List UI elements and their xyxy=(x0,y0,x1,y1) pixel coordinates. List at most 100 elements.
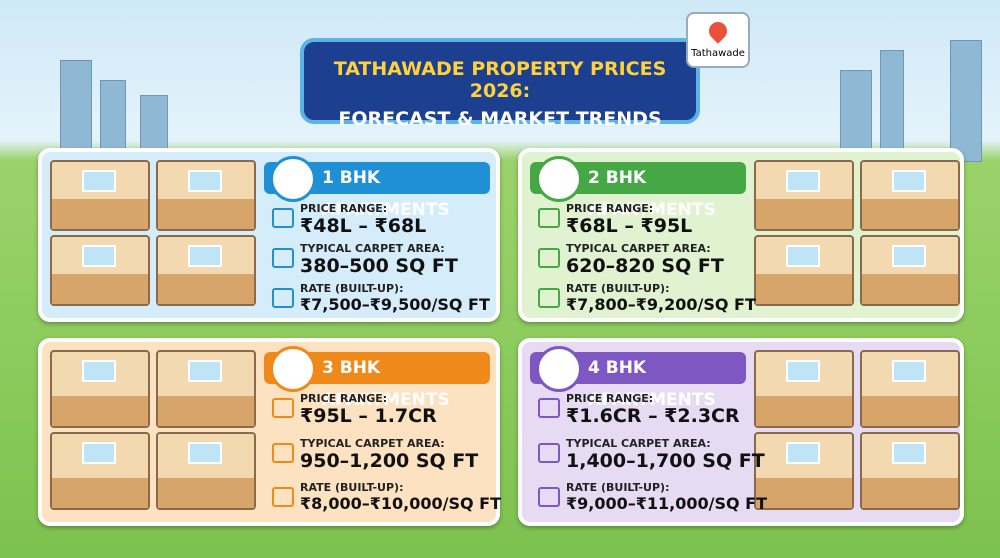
room-window xyxy=(892,170,926,192)
room-window xyxy=(188,245,222,267)
row-icon xyxy=(538,248,560,268)
row-icon xyxy=(272,398,294,418)
row-icon xyxy=(538,398,560,418)
building-icon xyxy=(536,346,582,392)
location-tag: Tathawade xyxy=(686,12,750,68)
title-banner: TATHAWADE PROPERTY PRICES 2026: FORECAST… xyxy=(300,38,700,130)
row-label: PRICE RANGE: xyxy=(566,202,654,215)
building-icon xyxy=(270,156,316,202)
row-icon xyxy=(538,208,560,228)
room-illustration xyxy=(156,432,256,510)
room-illustration xyxy=(754,235,854,306)
price-card: 3 BHK APARTMENTS PRICE RANGE: ₹95L – 1.7CR… xyxy=(38,338,501,526)
row-value: ₹1.6CR – ₹2.3CR xyxy=(566,405,740,427)
row-value: ₹95L – 1.7CR xyxy=(300,405,437,427)
room-floor xyxy=(158,478,254,508)
room-window xyxy=(786,360,820,382)
room-floor xyxy=(52,199,148,229)
room-illustration xyxy=(50,432,150,510)
row-icon xyxy=(538,487,560,508)
card-heading-bar: 3 BHK APARTMENTS xyxy=(264,346,490,410)
building xyxy=(880,50,904,162)
row-value: ₹7,500–₹9,500/SQ FT xyxy=(300,295,490,314)
row-label: TYPICAL CARPET AREA: xyxy=(566,242,711,255)
room-floor xyxy=(52,396,148,426)
room-floor xyxy=(158,199,254,229)
room-window xyxy=(82,360,116,382)
card-heading-bar: 4 BHK APARTMENTS xyxy=(530,346,746,410)
row-icon xyxy=(272,487,294,508)
room-floor xyxy=(756,478,852,508)
room-floor xyxy=(862,478,958,508)
room-floor xyxy=(756,396,852,426)
card-heading-bar: 2 BHK APARTMENTS xyxy=(530,156,746,220)
room-floor xyxy=(862,199,958,229)
room-window xyxy=(892,442,926,464)
row-value: 950–1,200 SQ FT xyxy=(300,449,479,472)
row-value: ₹7,800–₹9,200/SQ FT xyxy=(566,295,756,314)
row-icon xyxy=(272,248,294,268)
room-illustration xyxy=(156,160,256,231)
room-window xyxy=(892,245,926,267)
building-icon xyxy=(270,346,316,392)
room-window xyxy=(786,442,820,464)
row-icon xyxy=(272,288,294,308)
row-value: ₹8,000–₹10,000/SQ FT xyxy=(300,494,501,514)
room-window xyxy=(786,170,820,192)
room-window xyxy=(188,170,222,192)
room-illustration xyxy=(156,235,256,306)
row-label: TYPICAL CARPET AREA: xyxy=(300,436,445,450)
room-illustration xyxy=(754,350,854,428)
card-heading-bar: 1 BHK APARTMENTS xyxy=(264,156,490,220)
room-illustration xyxy=(860,432,960,510)
room-illustration xyxy=(754,160,854,231)
title-line: FORECAST & MARKET TRENDS xyxy=(338,108,662,130)
room-illustration xyxy=(754,432,854,510)
room-window xyxy=(188,360,222,382)
room-illustration xyxy=(50,160,150,231)
row-icon xyxy=(272,208,294,228)
row-label: RATE (BUILT-UP): xyxy=(566,481,670,495)
room-illustration xyxy=(50,350,150,428)
price-card: 4 BHK APARTMENTS PRICE RANGE: ₹1.6CR – ₹2.… xyxy=(518,338,964,526)
row-value: 380–500 SQ FT xyxy=(300,255,458,277)
title-line: TATHAWADE PROPERTY PRICES 2026: xyxy=(333,58,667,102)
building xyxy=(950,40,982,162)
row-icon xyxy=(272,442,294,463)
room-floor xyxy=(756,199,852,229)
row-label: RATE (BUILT-UP): xyxy=(566,282,670,295)
row-icon xyxy=(538,288,560,308)
row-label: PRICE RANGE: xyxy=(300,392,388,405)
room-floor xyxy=(158,396,254,426)
room-illustration xyxy=(156,350,256,428)
room-window xyxy=(82,245,116,267)
room-floor xyxy=(756,274,852,304)
room-window xyxy=(786,245,820,267)
room-illustration xyxy=(860,235,960,306)
room-window xyxy=(82,442,116,464)
pin-icon xyxy=(705,18,731,44)
row-icon xyxy=(538,442,560,463)
room-window xyxy=(188,442,222,464)
room-floor xyxy=(862,274,958,304)
room-illustration xyxy=(50,235,150,306)
price-card: 1 BHK APARTMENTS PRICE RANGE: ₹48L – ₹68L T… xyxy=(38,148,500,322)
row-value: ₹9,000–₹11,000/SQ FT xyxy=(566,494,767,514)
row-label: PRICE RANGE: xyxy=(300,202,388,215)
building xyxy=(60,60,92,162)
room-window xyxy=(82,170,116,192)
row-label: TYPICAL CARPET AREA: xyxy=(566,436,711,450)
price-card: 2 BHK APARTMENTS PRICE RANGE: ₹68L – ₹95L T… xyxy=(518,148,964,322)
location-text: Tathawade xyxy=(691,48,745,59)
row-label: RATE (BUILT-UP): xyxy=(300,282,404,295)
building-icon xyxy=(536,156,582,202)
room-illustration xyxy=(860,160,960,231)
room-window xyxy=(892,360,926,382)
row-label: TYPICAL CARPET AREA: xyxy=(300,242,445,255)
room-illustration xyxy=(860,350,960,428)
room-floor xyxy=(52,274,148,304)
row-value: 620–820 SQ FT xyxy=(566,255,724,277)
row-label: PRICE RANGE: xyxy=(566,392,654,405)
room-floor xyxy=(862,396,958,426)
